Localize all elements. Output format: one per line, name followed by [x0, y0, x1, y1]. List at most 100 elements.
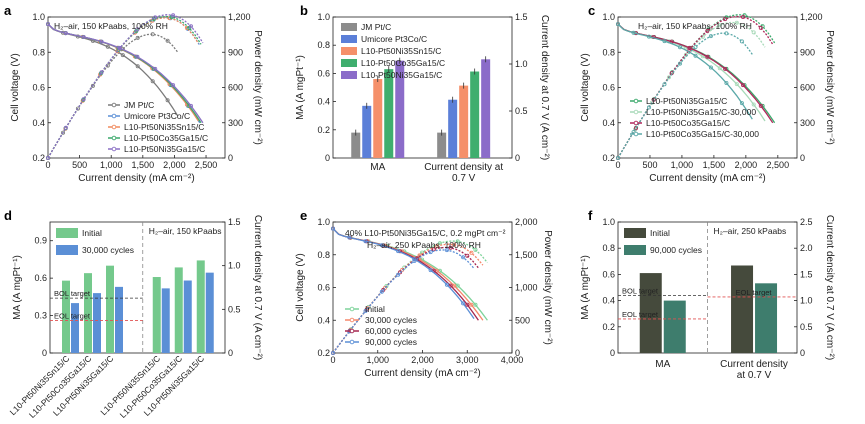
legend-f-label: 90,000 cycles — [650, 245, 702, 255]
panel-c-ytick: 1.0 — [602, 12, 615, 22]
series-e-2-power-point — [465, 253, 470, 258]
panel-a-annotation: H₂–air, 150 kPaabs, 100% RH — [54, 21, 168, 31]
series-c-3-power-point — [662, 82, 667, 87]
legend-f-swatch — [624, 228, 646, 238]
bar-b-1-4 — [481, 59, 491, 158]
panel-c-xlabel: Current density (mA cm⁻²) — [649, 173, 765, 184]
panel-b-category-label: MA — [370, 162, 385, 173]
series-e-1-power-point — [469, 250, 474, 255]
panel-f-annotation: H₂–air, 250 kPaabs — [714, 226, 787, 236]
series-c-2-power-point — [651, 97, 656, 102]
series-c-3-point — [724, 81, 729, 86]
panel-d-ytick: 0.6 — [34, 273, 47, 283]
bar-f-0-0 — [639, 273, 662, 353]
legend-b-swatch — [341, 71, 357, 79]
series-a-4-power-point — [63, 125, 68, 130]
legend-b-label: L10-Pt50Co35Ga15/C — [361, 58, 445, 68]
series-c-3-power-point — [678, 61, 683, 66]
panel-e-annotation-1: 40% L10-Pt50Ni35Ga15/C, 0.2 mgPt cm⁻² — [345, 228, 506, 238]
series-a-2-power-point — [167, 16, 172, 21]
bar-f-1-0 — [731, 265, 754, 353]
legend-b-label: L10-Pt50Ni35Ga15/C — [361, 70, 442, 80]
panel-d-y2tick: 0.5 — [228, 304, 241, 314]
bar-b-1-3 — [470, 71, 480, 158]
series-e-2-power-point — [448, 245, 453, 250]
panel-e-y2tick: 1,000 — [515, 283, 538, 293]
bar-d-2-0 — [106, 265, 114, 353]
legend-e-label: 90,000 cycles — [365, 337, 417, 347]
panel-e-y2label: Power density (mW cm⁻²) — [542, 230, 553, 345]
series-e-0-point — [473, 302, 478, 307]
bar-d-4-1 — [183, 280, 192, 353]
series-e-3-power-point — [363, 308, 368, 313]
series-c-2-point — [758, 103, 763, 108]
series-c-3-power-point — [724, 31, 729, 36]
series-a-4-point — [81, 35, 86, 40]
series-e-0-power-point — [455, 239, 460, 244]
panel-a-xtick: 2,500 — [195, 160, 218, 170]
panel-b-ytick: 0.8 — [317, 40, 330, 50]
legend-d-swatch — [56, 245, 78, 255]
bar-d-1-1 — [93, 293, 101, 353]
series-c-3-point — [616, 22, 621, 27]
panel-b-y2tick: 0 — [515, 153, 520, 163]
panel-a-y2label: Power density (mW cm⁻²) — [252, 30, 263, 145]
panel-e-ytick: 0.2 — [317, 348, 330, 358]
panel-f-y2tick: 2.5 — [800, 217, 813, 227]
series-c-1-power-point — [734, 20, 739, 25]
series-c-1-power-point — [683, 52, 688, 57]
panel-d-ytick: 0 — [42, 348, 47, 358]
series-c-3-point — [662, 39, 667, 44]
panel-b-y2tick: 1.5 — [515, 12, 528, 22]
legend-c-marker — [633, 120, 639, 126]
series-c-2-power-point — [723, 17, 728, 22]
series-e-3-point — [396, 249, 401, 254]
series-e-3-voltage-line — [332, 228, 475, 319]
panel-a-label: a — [4, 3, 12, 18]
series-a-4-power-point — [117, 46, 122, 51]
series-a-0-power-point — [90, 83, 95, 88]
panel-a-xtick: 1,500 — [132, 160, 155, 170]
series-e-3-point — [330, 226, 335, 231]
series-a-0-point — [105, 44, 110, 49]
series-e-3-power-point — [396, 272, 401, 277]
bar-d-0-0 — [62, 280, 70, 353]
panel-f-category-label: at 0.7 V — [737, 370, 772, 381]
panel-e-ylabel: Cell voltage (V) — [295, 253, 306, 321]
panel-f-y2tick: 2.0 — [800, 243, 813, 253]
panel-e-xtick: 0 — [330, 355, 335, 365]
panel-b-ytick: 0.4 — [317, 97, 330, 107]
series-a-4-point — [63, 31, 68, 36]
panel-e-annotation-2: H₂–air, 250 kPaabs, 100% RH — [367, 240, 481, 250]
series-a-0-power-point — [61, 130, 66, 135]
panel-e-xtick: 2,000 — [411, 355, 434, 365]
series-e-3-point — [347, 235, 352, 240]
series-e-3-point — [461, 301, 466, 306]
series-e-3-power-point — [412, 258, 417, 263]
panel-b-ytick: 1.0 — [317, 12, 330, 22]
panel-f-target-label: EOL target — [622, 310, 659, 319]
panel-c-y2tick: 1,200 — [800, 12, 823, 22]
panel-b-y2label: Current density at 0.7 V (A cm⁻²) — [539, 15, 550, 160]
panel-c-xtick: 2,500 — [767, 160, 790, 170]
legend-e-marker — [349, 328, 355, 334]
series-c-1-point — [734, 82, 739, 87]
series-e-3-power-point — [461, 255, 466, 260]
panel-c-ylabel: Cell voltage (V) — [580, 53, 591, 121]
bar-f-0-1 — [663, 300, 686, 353]
panel-f-y2tick: 1.5 — [800, 269, 813, 279]
panel-e-ytick: 0.6 — [317, 283, 330, 293]
panel-a-ytick: 0.4 — [32, 118, 45, 128]
bar-d-5-0 — [196, 260, 205, 353]
panel-d-y2label: Current density at 0.7 V (A cm⁻²) — [252, 215, 263, 360]
series-c-3-power-point — [693, 45, 698, 50]
panel-f-target-label: BOL target — [622, 286, 659, 295]
series-a-4-power-point — [188, 24, 193, 29]
panel-a-ytick: 0.6 — [32, 83, 45, 93]
bar-b-0-3 — [384, 69, 394, 158]
series-a-0-point — [165, 98, 170, 103]
series-e-3-point — [363, 239, 368, 244]
series-c-1-power-point — [649, 100, 654, 105]
panel-f-ytick: 0 — [610, 348, 615, 358]
panel-a-xlabel: Current density (mA cm⁻²) — [78, 173, 194, 184]
